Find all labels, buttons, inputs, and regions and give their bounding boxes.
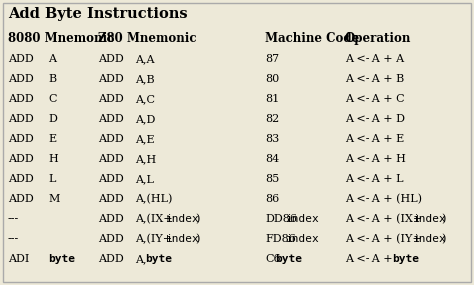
Text: index: index xyxy=(286,214,319,224)
Text: H: H xyxy=(48,154,58,164)
Text: 84: 84 xyxy=(265,154,279,164)
Text: Operation: Operation xyxy=(345,32,411,45)
Text: B: B xyxy=(48,74,56,84)
Text: DD86: DD86 xyxy=(265,214,297,224)
Text: ---: --- xyxy=(8,214,19,224)
Text: ADD: ADD xyxy=(98,114,124,124)
Text: index: index xyxy=(166,234,200,244)
Text: index: index xyxy=(166,214,200,224)
Text: A,C: A,C xyxy=(135,94,155,104)
Text: ADD: ADD xyxy=(8,74,34,84)
Text: 83: 83 xyxy=(265,134,279,144)
Text: A,A: A,A xyxy=(135,54,155,64)
Text: 80: 80 xyxy=(265,74,279,84)
Text: M: M xyxy=(48,194,59,204)
Text: ADD: ADD xyxy=(8,194,34,204)
Text: ADD: ADD xyxy=(98,254,124,264)
Text: Machine Code: Machine Code xyxy=(265,32,359,45)
Text: ): ) xyxy=(195,234,200,244)
Text: byte: byte xyxy=(392,254,419,264)
Text: 85: 85 xyxy=(265,174,279,184)
Text: A <- A + B: A <- A + B xyxy=(345,74,404,84)
Text: A,(IY+: A,(IY+ xyxy=(135,234,172,244)
Text: A,(HL): A,(HL) xyxy=(135,194,173,204)
Text: A,H: A,H xyxy=(135,154,156,164)
Text: C6: C6 xyxy=(265,254,281,264)
Text: index: index xyxy=(412,214,447,224)
Text: ADD: ADD xyxy=(98,214,124,224)
Text: ADD: ADD xyxy=(8,94,34,104)
Text: E: E xyxy=(48,134,56,144)
Text: D: D xyxy=(48,114,57,124)
Text: ): ) xyxy=(195,214,200,224)
Text: byte: byte xyxy=(275,254,302,264)
Text: Z80 Mnemonic: Z80 Mnemonic xyxy=(98,32,197,45)
Text: ADD: ADD xyxy=(98,174,124,184)
Text: 82: 82 xyxy=(265,114,279,124)
Text: A,B: A,B xyxy=(135,74,155,84)
Text: A <- A + (IX+: A <- A + (IX+ xyxy=(345,214,422,224)
Text: index: index xyxy=(412,234,447,244)
Text: ADD: ADD xyxy=(8,54,34,64)
Text: 86: 86 xyxy=(265,194,279,204)
Text: A <- A + H: A <- A + H xyxy=(345,154,406,164)
Text: index: index xyxy=(286,234,319,244)
Text: A <- A + E: A <- A + E xyxy=(345,134,404,144)
Text: A,L: A,L xyxy=(135,174,154,184)
Text: A <- A +: A <- A + xyxy=(345,254,396,264)
Text: Add Byte Instructions: Add Byte Instructions xyxy=(8,7,188,21)
Text: ADD: ADD xyxy=(98,194,124,204)
Text: ADD: ADD xyxy=(8,174,34,184)
Text: ADD: ADD xyxy=(8,134,34,144)
Text: 81: 81 xyxy=(265,94,279,104)
Text: A,E: A,E xyxy=(135,134,155,144)
Text: byte: byte xyxy=(146,254,173,264)
Text: ADD: ADD xyxy=(98,154,124,164)
Text: ADD: ADD xyxy=(98,54,124,64)
Text: L: L xyxy=(48,174,55,184)
Text: ADD: ADD xyxy=(8,154,34,164)
Text: ADD: ADD xyxy=(8,114,34,124)
Text: ADD: ADD xyxy=(98,74,124,84)
Text: ): ) xyxy=(442,234,446,244)
Text: A,: A, xyxy=(135,254,146,264)
Text: ADD: ADD xyxy=(98,134,124,144)
Text: ADD: ADD xyxy=(98,94,124,104)
Text: byte: byte xyxy=(48,254,75,264)
Text: C: C xyxy=(48,94,56,104)
Text: A <- A + (HL): A <- A + (HL) xyxy=(345,194,422,204)
Text: FD86: FD86 xyxy=(265,234,296,244)
Text: A: A xyxy=(48,54,56,64)
Text: ADI: ADI xyxy=(8,254,29,264)
Text: ---: --- xyxy=(8,234,19,244)
Text: A <- A + C: A <- A + C xyxy=(345,94,405,104)
Text: A,(IX+: A,(IX+ xyxy=(135,214,173,224)
Text: A <- A + L: A <- A + L xyxy=(345,174,403,184)
Text: A <- A + (IY+: A <- A + (IY+ xyxy=(345,234,422,244)
Text: A <- A + D: A <- A + D xyxy=(345,114,405,124)
Text: ): ) xyxy=(442,214,446,224)
Text: 87: 87 xyxy=(265,54,279,64)
Text: ADD: ADD xyxy=(98,234,124,244)
Text: A <- A + A: A <- A + A xyxy=(345,54,404,64)
Text: A,D: A,D xyxy=(135,114,155,124)
Text: 8080 Mnemonic: 8080 Mnemonic xyxy=(8,32,114,45)
